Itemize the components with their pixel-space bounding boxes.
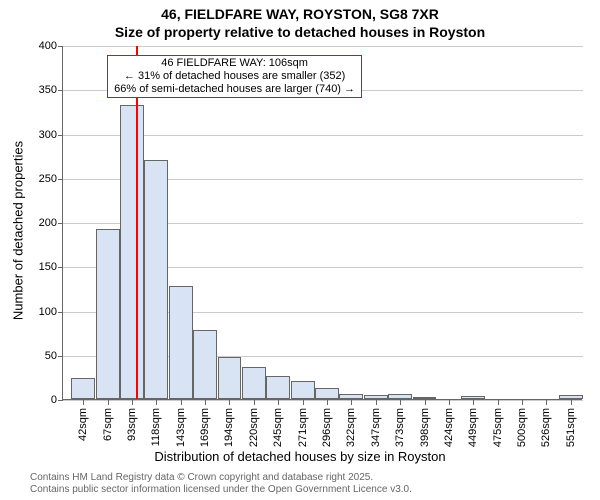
x-tick-label: 118sqm	[150, 408, 162, 446]
x-tick-label: 93sqm	[126, 408, 138, 441]
callout-line1: 46 FIELDFARE WAY: 106sqm	[108, 57, 361, 70]
histogram-bar	[315, 388, 339, 399]
x-tick-label: 169sqm	[199, 408, 211, 447]
gridline	[63, 400, 583, 401]
x-tick-mark	[546, 400, 547, 405]
x-tick-mark	[498, 400, 499, 405]
x-tick-mark	[425, 400, 426, 405]
chart-title-line1: 46, FIELDFARE WAY, ROYSTON, SG8 7XR	[0, 6, 600, 22]
x-tick-label: 194sqm	[223, 408, 235, 447]
x-tick-mark	[278, 400, 279, 405]
x-tick-label: 424sqm	[443, 408, 455, 447]
x-tick-mark	[571, 400, 572, 405]
y-axis-label: Number of detached properties	[11, 141, 26, 320]
x-tick-label: 245sqm	[272, 408, 284, 447]
histogram-bar	[339, 394, 363, 399]
x-tick-label: 67sqm	[102, 408, 114, 441]
histogram-bar	[71, 378, 95, 399]
property-marker-line	[136, 46, 138, 399]
histogram-bar	[291, 381, 315, 399]
histogram-bar	[413, 397, 437, 399]
histogram-bar	[169, 286, 193, 399]
histogram-bar	[388, 394, 412, 399]
x-tick-mark	[327, 400, 328, 405]
x-tick-label: 143sqm	[175, 408, 187, 447]
x-tick-mark	[229, 400, 230, 405]
x-tick-label: 296sqm	[321, 408, 333, 447]
x-axis-label: Distribution of detached houses by size …	[0, 449, 600, 464]
x-tick-mark	[400, 400, 401, 405]
x-tick-mark	[83, 400, 84, 405]
x-tick-label: 500sqm	[516, 408, 528, 447]
y-tick-mark	[58, 135, 63, 136]
x-tick-label: 322sqm	[345, 408, 357, 447]
histogram-bar	[144, 160, 168, 399]
x-tick-mark	[156, 400, 157, 405]
callout-line3: 66% of semi-detached houses are larger (…	[108, 83, 361, 96]
x-tick-label: 373sqm	[394, 408, 406, 447]
histogram-bar	[218, 357, 242, 399]
x-tick-mark	[205, 400, 206, 405]
x-tick-label: 449sqm	[467, 408, 479, 447]
x-tick-label: 271sqm	[297, 408, 309, 447]
y-tick-mark	[58, 223, 63, 224]
histogram-bar	[193, 330, 217, 399]
y-tick-mark	[58, 179, 63, 180]
x-tick-mark	[132, 400, 133, 405]
credits: Contains HM Land Registry data © Crown c…	[30, 472, 412, 496]
x-tick-mark	[473, 400, 474, 405]
histogram-bar	[242, 367, 266, 399]
x-tick-mark	[449, 400, 450, 405]
chart-container: 46, FIELDFARE WAY, ROYSTON, SG8 7XR Size…	[0, 0, 600, 500]
x-tick-label: 551sqm	[565, 408, 577, 447]
histogram-bar	[96, 229, 120, 399]
y-tick-mark	[58, 312, 63, 313]
y-tick-mark	[58, 356, 63, 357]
plot-area: 05010015020025030035040042sqm67sqm93sqm1…	[62, 46, 582, 400]
x-tick-mark	[522, 400, 523, 405]
gridline	[63, 46, 583, 47]
histogram-bar	[120, 105, 144, 399]
y-tick-mark	[58, 400, 63, 401]
x-tick-mark	[303, 400, 304, 405]
histogram-bar	[266, 376, 290, 399]
x-tick-label: 42sqm	[77, 408, 89, 441]
chart-title-line2: Size of property relative to detached ho…	[0, 24, 600, 40]
x-tick-label: 526sqm	[540, 408, 552, 447]
y-tick-mark	[58, 46, 63, 47]
callout-line2: ← 31% of detached houses are smaller (35…	[108, 70, 361, 83]
x-tick-label: 475sqm	[492, 408, 504, 447]
histogram-bar	[364, 395, 388, 399]
callout-box: 46 FIELDFARE WAY: 106sqm← 31% of detache…	[107, 55, 362, 99]
x-tick-mark	[108, 400, 109, 405]
x-tick-mark	[254, 400, 255, 405]
x-tick-label: 398sqm	[419, 408, 431, 447]
x-tick-mark	[181, 400, 182, 405]
y-tick-mark	[58, 90, 63, 91]
x-tick-mark	[376, 400, 377, 405]
x-tick-mark	[351, 400, 352, 405]
credits-line1: Contains HM Land Registry data © Crown c…	[30, 472, 412, 484]
x-tick-label: 347sqm	[370, 408, 382, 447]
histogram-bar	[559, 395, 583, 399]
credits-line2: Contains public sector information licen…	[30, 484, 412, 496]
y-tick-mark	[58, 267, 63, 268]
x-tick-label: 220sqm	[248, 408, 260, 447]
histogram-bar	[461, 396, 485, 399]
